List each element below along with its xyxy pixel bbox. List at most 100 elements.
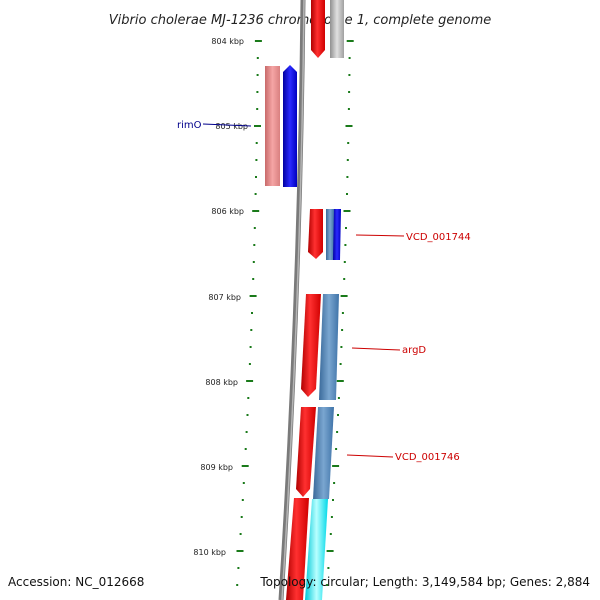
minor-tick bbox=[249, 346, 252, 348]
gene-label-leaders bbox=[202, 123, 405, 458]
minor-tick bbox=[336, 431, 339, 433]
minor-tick bbox=[341, 329, 344, 331]
minor-tick bbox=[335, 448, 338, 450]
minor-tick bbox=[348, 91, 351, 93]
tick-labels: 804 kbp 805 kbp 806 kbp 807 kbp 808 kbp … bbox=[193, 37, 248, 557]
minor-tick bbox=[247, 397, 250, 399]
minor-tick bbox=[242, 482, 245, 484]
major-tick bbox=[249, 295, 257, 297]
tick-label: 804 kbp bbox=[211, 37, 244, 46]
minor-tick bbox=[340, 346, 343, 348]
minor-tick bbox=[245, 431, 248, 433]
gene-label-rimo: rimO bbox=[177, 120, 202, 131]
minor-tick bbox=[246, 414, 249, 416]
major-tick bbox=[236, 550, 244, 552]
tick-label: 805 kbp bbox=[215, 122, 248, 131]
minor-tick bbox=[248, 363, 251, 365]
minor-tick bbox=[332, 499, 334, 501]
minor-tick bbox=[255, 142, 258, 144]
minor-tick bbox=[347, 108, 350, 110]
minor-tick bbox=[250, 329, 253, 331]
minor-tick bbox=[327, 567, 330, 569]
major-tick bbox=[336, 380, 344, 382]
minor-tick bbox=[252, 261, 255, 263]
tick-label: 807 kbp bbox=[208, 293, 241, 302]
minor-tick bbox=[255, 176, 257, 178]
minor-tick bbox=[347, 142, 350, 144]
minor-tick bbox=[326, 584, 329, 586]
gene-box-cyan bbox=[305, 499, 328, 600]
minor-tick bbox=[240, 516, 243, 518]
minor-tick bbox=[346, 159, 349, 161]
footer-accession: Accession: NC_012668 bbox=[8, 575, 144, 589]
gene-label-argd: argD bbox=[402, 345, 426, 356]
major-tick bbox=[340, 295, 348, 297]
minor-tick bbox=[333, 482, 336, 484]
tick-label: 809 kbp bbox=[200, 463, 233, 472]
minor-tick bbox=[343, 261, 346, 263]
minor-tick bbox=[344, 244, 347, 246]
major-tick bbox=[345, 125, 353, 127]
scale-ticks-outer bbox=[326, 40, 354, 586]
gene-arrow-red bbox=[311, 0, 325, 58]
map-title: Vibrio cholerae MJ-1236 chromosome 1, co… bbox=[109, 13, 491, 28]
major-tick bbox=[254, 40, 262, 42]
minor-tick bbox=[237, 567, 240, 569]
minor-tick bbox=[337, 397, 340, 399]
tick-label: 808 kbp bbox=[205, 378, 238, 387]
leader-line-vcd001744 bbox=[355, 234, 405, 237]
major-tick bbox=[332, 465, 340, 467]
gene-arrow-grey bbox=[330, 0, 344, 58]
gene-label-vcd001746: VCD_001746 bbox=[395, 452, 460, 463]
minor-tick bbox=[256, 74, 259, 76]
footer-summary: Topology: circular; Length: 3,149,584 bp… bbox=[259, 575, 590, 589]
gene-labels: rimO VCD_001744 argD VCD_001746 bbox=[177, 120, 471, 463]
backbone-line bbox=[278, 0, 306, 600]
gene-box-red bbox=[286, 498, 309, 600]
minor-tick bbox=[337, 414, 339, 416]
major-tick bbox=[346, 40, 354, 42]
minor-tick bbox=[339, 363, 342, 365]
gene-arrow-red bbox=[308, 209, 323, 259]
major-tick bbox=[246, 380, 254, 382]
minor-tick bbox=[253, 244, 256, 246]
minor-tick bbox=[345, 227, 347, 229]
leader-line-rimo bbox=[202, 123, 252, 127]
minor-tick bbox=[239, 533, 242, 535]
minor-tick bbox=[348, 57, 351, 59]
minor-tick bbox=[330, 516, 333, 518]
major-tick bbox=[252, 210, 260, 212]
gene-box-pink-rimo bbox=[265, 66, 280, 186]
minor-tick bbox=[341, 312, 344, 314]
minor-tick bbox=[348, 74, 351, 76]
gene-box-blue bbox=[333, 209, 341, 260]
minor-tick bbox=[253, 227, 256, 229]
backbone-highlight bbox=[281, 0, 305, 600]
major-tick bbox=[343, 210, 351, 212]
major-tick bbox=[326, 550, 334, 552]
minor-tick bbox=[346, 176, 349, 178]
gene-arrow-red-argd bbox=[301, 294, 321, 397]
major-tick bbox=[254, 125, 261, 127]
minor-tick bbox=[256, 91, 259, 93]
minor-tick bbox=[256, 57, 259, 59]
minor-tick bbox=[236, 584, 239, 586]
minor-tick bbox=[251, 312, 253, 314]
tick-label: 810 kbp bbox=[193, 548, 226, 557]
minor-tick bbox=[256, 108, 259, 110]
minor-tick bbox=[252, 278, 255, 280]
minor-tick bbox=[255, 159, 258, 161]
gene-box-steelblue-argd bbox=[319, 294, 339, 400]
gene-box-steelblue bbox=[326, 209, 334, 260]
gene-arrow-red bbox=[296, 407, 316, 497]
major-tick bbox=[241, 465, 249, 467]
minor-tick bbox=[343, 278, 346, 280]
scale-ticks-inner bbox=[236, 40, 262, 586]
minor-tick bbox=[254, 193, 257, 195]
leader-line-argd bbox=[351, 347, 401, 351]
gene-arrow-blue bbox=[283, 65, 297, 187]
gene-label-vcd001744: VCD_001744 bbox=[406, 232, 471, 243]
leader-line-vcd001746 bbox=[346, 454, 394, 458]
gene-box-steelblue-vcd001746 bbox=[313, 407, 334, 499]
